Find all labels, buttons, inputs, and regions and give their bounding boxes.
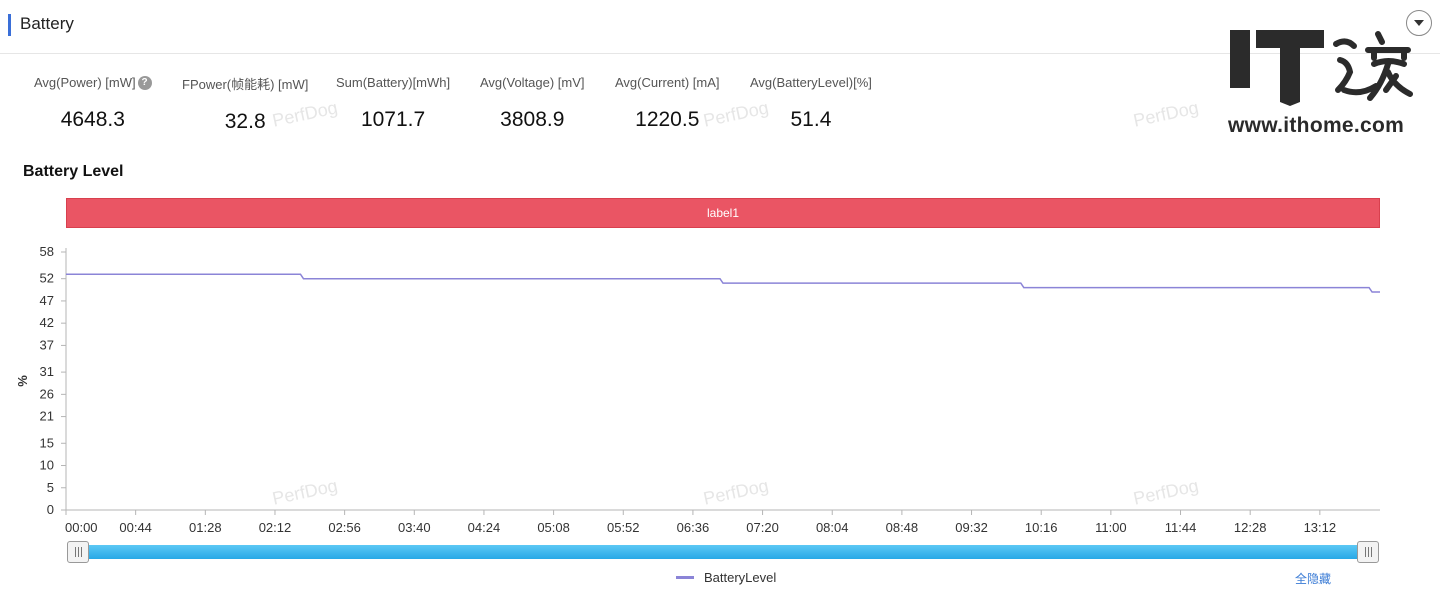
metric-avg-voltage: Avg(Voltage) [mV] 3808.9	[480, 74, 585, 132]
help-icon[interactable]: ?	[137, 75, 152, 90]
y-tick-label: 52	[40, 271, 54, 286]
x-tick-label: 00:00	[65, 520, 98, 535]
time-range-slider[interactable]	[78, 545, 1368, 559]
y-tick-label: 0	[47, 502, 54, 517]
y-tick-label: 42	[40, 315, 54, 330]
metric-label: Avg(BatteryLevel)[%]	[750, 75, 872, 90]
x-tick-label: 02:12	[259, 520, 292, 535]
x-tick-label: 04:24	[468, 520, 501, 535]
ithome-logo-mark	[1230, 30, 1413, 106]
x-tick-label: 08:04	[816, 520, 849, 535]
hide-all-link[interactable]: 全隐藏	[1295, 572, 1332, 586]
metric-avg-power: Avg(Power) [mW]? 4648.3	[34, 74, 152, 132]
watermark: PerfDog	[1131, 97, 1201, 131]
x-tick-label: 13:12	[1304, 520, 1337, 535]
caret-down-icon	[1414, 20, 1424, 26]
y-axis-label: %	[15, 375, 30, 387]
x-tick-label: 09:32	[955, 520, 988, 535]
metric-label: Avg(Current) [mA]	[615, 75, 720, 90]
ithome-logo: www.ithome.com	[1228, 24, 1423, 142]
metric-fpower: FPower(帧能耗) [mW] 32.8	[182, 74, 308, 134]
slider-left-handle[interactable]	[67, 541, 89, 563]
y-tick-label: 37	[40, 337, 54, 352]
x-tick-label: 01:28	[189, 520, 222, 535]
metric-label: FPower(帧能耗) [mW]	[182, 77, 309, 92]
y-tick-label: 31	[40, 364, 54, 379]
legend-swatch	[676, 576, 694, 579]
y-tick-label: 21	[40, 409, 54, 424]
metric-label: Avg(Voltage) [mV]	[480, 75, 585, 90]
logo-url: www.ithome.com	[1228, 114, 1405, 137]
slider-right-handle[interactable]	[1357, 541, 1379, 563]
y-tick-label: 26	[40, 386, 54, 401]
y-tick-label: 5	[47, 480, 54, 495]
metric-label: Avg(Power) [mW]	[34, 75, 136, 90]
legend-item-batterylevel[interactable]: BatteryLevel	[676, 570, 776, 585]
x-tick-label: 02:56	[328, 520, 361, 535]
legend-label: BatteryLevel	[704, 570, 777, 585]
y-tick-label: 15	[40, 435, 54, 450]
metric-value: 51.4	[790, 108, 832, 131]
collapse-toggle-button[interactable]	[1406, 10, 1432, 36]
battery-level-chart: 0 5 10 15 21 26 31 37 42 47 52 58% 00:00 00:44 01:28 02…	[15, 244, 1380, 535]
metric-value: 1071.7	[360, 108, 426, 131]
x-tick-label: 07:20	[746, 520, 779, 535]
x-tick-label: 03:40	[398, 520, 431, 535]
x-tick-label: 10:16	[1025, 520, 1058, 535]
chart-title: Battery Level	[23, 163, 124, 180]
x-tick-label: 08:48	[886, 520, 919, 535]
grip-icon	[75, 547, 82, 557]
metric-value: 4648.3	[60, 108, 125, 131]
panel-header: Battery	[0, 0, 1440, 54]
x-tick-label: 11:00	[1095, 520, 1127, 535]
panel-title: Battery	[20, 14, 74, 33]
metric-sum-battery: Sum(Battery)[mWh] 1071.7	[336, 74, 450, 132]
metric-value: 32.8	[224, 110, 266, 133]
x-tick-label: 05:08	[537, 520, 570, 535]
series-line-batterylevel	[66, 273, 1380, 293]
metric-avg-current: Avg(Current) [mA] 1220.5	[615, 74, 720, 132]
metric-value: 1220.5	[635, 108, 700, 131]
metric-label: Sum(Battery)[mWh]	[336, 75, 451, 90]
x-tick-label: 05:52	[607, 520, 640, 535]
x-tick-label: 06:36	[677, 520, 710, 535]
x-tick-label: 00:44	[119, 520, 152, 535]
grip-icon	[1365, 547, 1372, 557]
x-tick-label: 11:44	[1165, 520, 1197, 535]
x-tick-label: 12:28	[1234, 520, 1267, 535]
y-tick-label: 47	[40, 293, 54, 308]
metric-value: 3808.9	[500, 108, 565, 131]
metric-avg-battery-level: Avg(BatteryLevel)[%] 51.4	[750, 74, 872, 132]
y-tick-label: 10	[40, 458, 54, 473]
label-band[interactable]: label1	[66, 198, 1380, 228]
header-accent-bar	[8, 14, 11, 36]
y-tick-label: 58	[40, 244, 54, 259]
